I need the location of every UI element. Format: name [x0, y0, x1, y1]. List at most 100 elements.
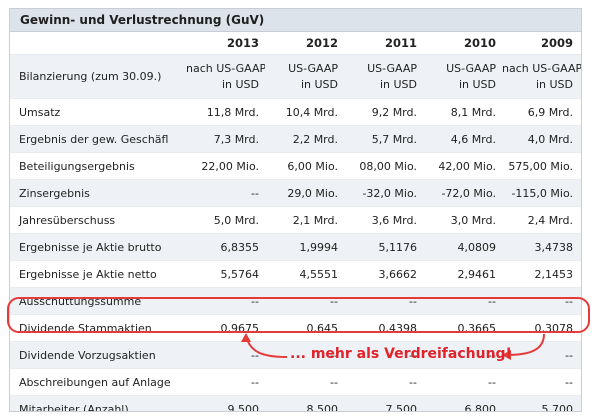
row-label: Mitarbeiter (Anzahl) [10, 395, 186, 411]
table-row: Ergebnisse je Aktie brutto 6,8355 1,9994 5,… [10, 233, 581, 261]
year-header: 2009 [502, 32, 581, 55]
table-cell: 0,645 [265, 314, 344, 342]
table-cell: 3,4738 [502, 233, 581, 261]
table-cell: 22,00 Mio. [186, 152, 265, 180]
table-cell: 0,4398 [344, 314, 423, 342]
table-cell: 2,4 Mrd. [502, 206, 581, 234]
row-label: Bilanzierung (zum 30.09.) [10, 54, 186, 99]
table-cell: -- [186, 341, 265, 369]
table-cell: 2,9461 [423, 260, 502, 288]
accounting-standard: US-GAAP [446, 61, 496, 75]
table-row: Ergebnis der gew. Geschäfl 7,3 Mrd. 2,2 Mr… [10, 125, 581, 153]
table-row: Umsatz 11,8 Mrd. 10,4 Mrd. 9,2 Mrd. 8,1 Mrd.… [10, 98, 581, 126]
table-cell: -- [423, 287, 502, 315]
table-cell: 3,0 Mrd. [423, 206, 502, 234]
year-header: 2013 [186, 32, 265, 55]
accounting-currency: in USD [221, 77, 259, 91]
table-row: Ergebnisse je Aktie netto 5,5764 4,5551 3,6… [10, 260, 581, 288]
table-cell: 5,0 Mrd. [186, 206, 265, 234]
row-label: Ergebnisse je Aktie brutto [10, 233, 186, 261]
table-cell: 0,3078 [502, 314, 581, 342]
table-cell: -- [186, 179, 265, 207]
table-cell: 0,3665 [423, 314, 502, 342]
table-cell: 4,0 Mrd. [502, 125, 581, 153]
accounting-row: Bilanzierung (zum 30.09.) nach US-GAAP in… [10, 54, 581, 99]
table-cell: 8.500 [265, 395, 344, 411]
table-row: Abschreibungen auf Anlage -- -- -- -- -- [10, 368, 581, 396]
year-header-row: 2013 2012 2011 2010 2009 [10, 32, 581, 55]
table-cell: -32,0 Mio. [344, 179, 423, 207]
table-cell: 8,1 Mrd. [423, 98, 502, 126]
row-label: Umsatz [10, 98, 186, 126]
table-cell: 5,1176 [344, 233, 423, 261]
table-cell: -- [265, 368, 344, 396]
row-label: Dividende Stammaktien [10, 314, 186, 342]
table-cell: 42,00 Mio. [423, 152, 502, 180]
annotation-text: ... mehr als Verdreifachung! [290, 346, 512, 362]
row-label: Beteiligungsergebnis [10, 152, 186, 180]
accounting-standard: nach US-GAAP [186, 61, 265, 75]
table-cell: -- [344, 287, 423, 315]
table-cell: 5.700 [502, 395, 581, 411]
table-cell: 4,6 Mrd. [423, 125, 502, 153]
table-cell: 4,5551 [265, 260, 344, 288]
accounting-cell: US-GAAP in USD [265, 54, 344, 99]
table-cell: -- [344, 368, 423, 396]
table-cell: -- [423, 341, 502, 369]
table-cell: -115,0 Mio. [502, 179, 581, 207]
accounting-currency: in USD [300, 77, 338, 91]
panel-title: Gewinn- und Verlustrechnung (GuV) [10, 9, 581, 32]
table-cell: 08,00 Mio. [344, 152, 423, 180]
accounting-standard: nach US-GAAP [502, 61, 581, 75]
header-empty-cell [10, 32, 186, 55]
accounting-cell: nach US-GAAP in USD [186, 54, 265, 99]
table-cell: 6,00 Mio. [265, 152, 344, 180]
year-header: 2012 [265, 32, 344, 55]
table-cell: -- [265, 287, 344, 315]
table-cell: -- [186, 368, 265, 396]
table-row: Beteiligungsergebnis 22,00 Mio. 6,00 Mio. 0… [10, 152, 581, 180]
accounting-standard: US-GAAP [367, 61, 417, 75]
table-cell: -- [423, 368, 502, 396]
table-cell: 7.500 [344, 395, 423, 411]
year-header: 2010 [423, 32, 502, 55]
table-cell: -- [502, 287, 581, 315]
table-cell: 4,0809 [423, 233, 502, 261]
table-cell: 11,8 Mrd. [186, 98, 265, 126]
table-cell: 5,5764 [186, 260, 265, 288]
row-label: Ergebnisse je Aktie netto [10, 260, 186, 288]
accounting-currency: in USD [535, 77, 573, 91]
table-cell: 2,1453 [502, 260, 581, 288]
row-label: Zinsergebnis [10, 179, 186, 207]
table-cell: -- [502, 368, 581, 396]
table-cell: 6.800 [423, 395, 502, 411]
accounting-cell: US-GAAP in USD [423, 54, 502, 99]
accounting-currency: in USD [379, 77, 417, 91]
table-cell: 9,2 Mrd. [344, 98, 423, 126]
row-label: Ergebnis der gew. Geschäfl [10, 125, 186, 153]
table-cell: 575,00 Mio. [502, 152, 581, 180]
table-row: Ausschüttungssumme -- -- -- -- -- [10, 287, 581, 315]
table-cell: 10,4 Mrd. [265, 98, 344, 126]
table-row: Dividende Stammaktien 0,9675 0,645 0,4398 0,… [10, 314, 581, 342]
table-cell: 2,2 Mrd. [265, 125, 344, 153]
table-cell: -72,0 Mio. [423, 179, 502, 207]
table-cell: 6,8355 [186, 233, 265, 261]
table-cell: 9.500 [186, 395, 265, 411]
table-cell: 29,0 Mio. [265, 179, 344, 207]
row-label: Ausschüttungssumme [10, 287, 186, 315]
row-label: Abschreibungen auf Anlage [10, 368, 186, 396]
table-row: Mitarbeiter (Anzahl) 9.500 8.500 7.500 6.800… [10, 395, 581, 411]
accounting-cell: nach US-GAAP in USD [502, 54, 581, 99]
accounting-currency: in USD [458, 77, 496, 91]
table-cell: 3,6662 [344, 260, 423, 288]
accounting-cell: US-GAAP in USD [344, 54, 423, 99]
table-cell: 0,9675 [186, 314, 265, 342]
row-label: Jahresüberschuss [10, 206, 186, 234]
table-cell: 2,1 Mrd. [265, 206, 344, 234]
year-header: 2011 [344, 32, 423, 55]
table-row: Zinsergebnis -- 29,0 Mio. -32,0 Mio. -72,0 M… [10, 179, 581, 207]
table-row: Jahresüberschuss 5,0 Mrd. 2,1 Mrd. 3,6 Mrd.… [10, 206, 581, 234]
accounting-standard: US-GAAP [288, 61, 338, 75]
table-cell: -- [502, 341, 581, 369]
